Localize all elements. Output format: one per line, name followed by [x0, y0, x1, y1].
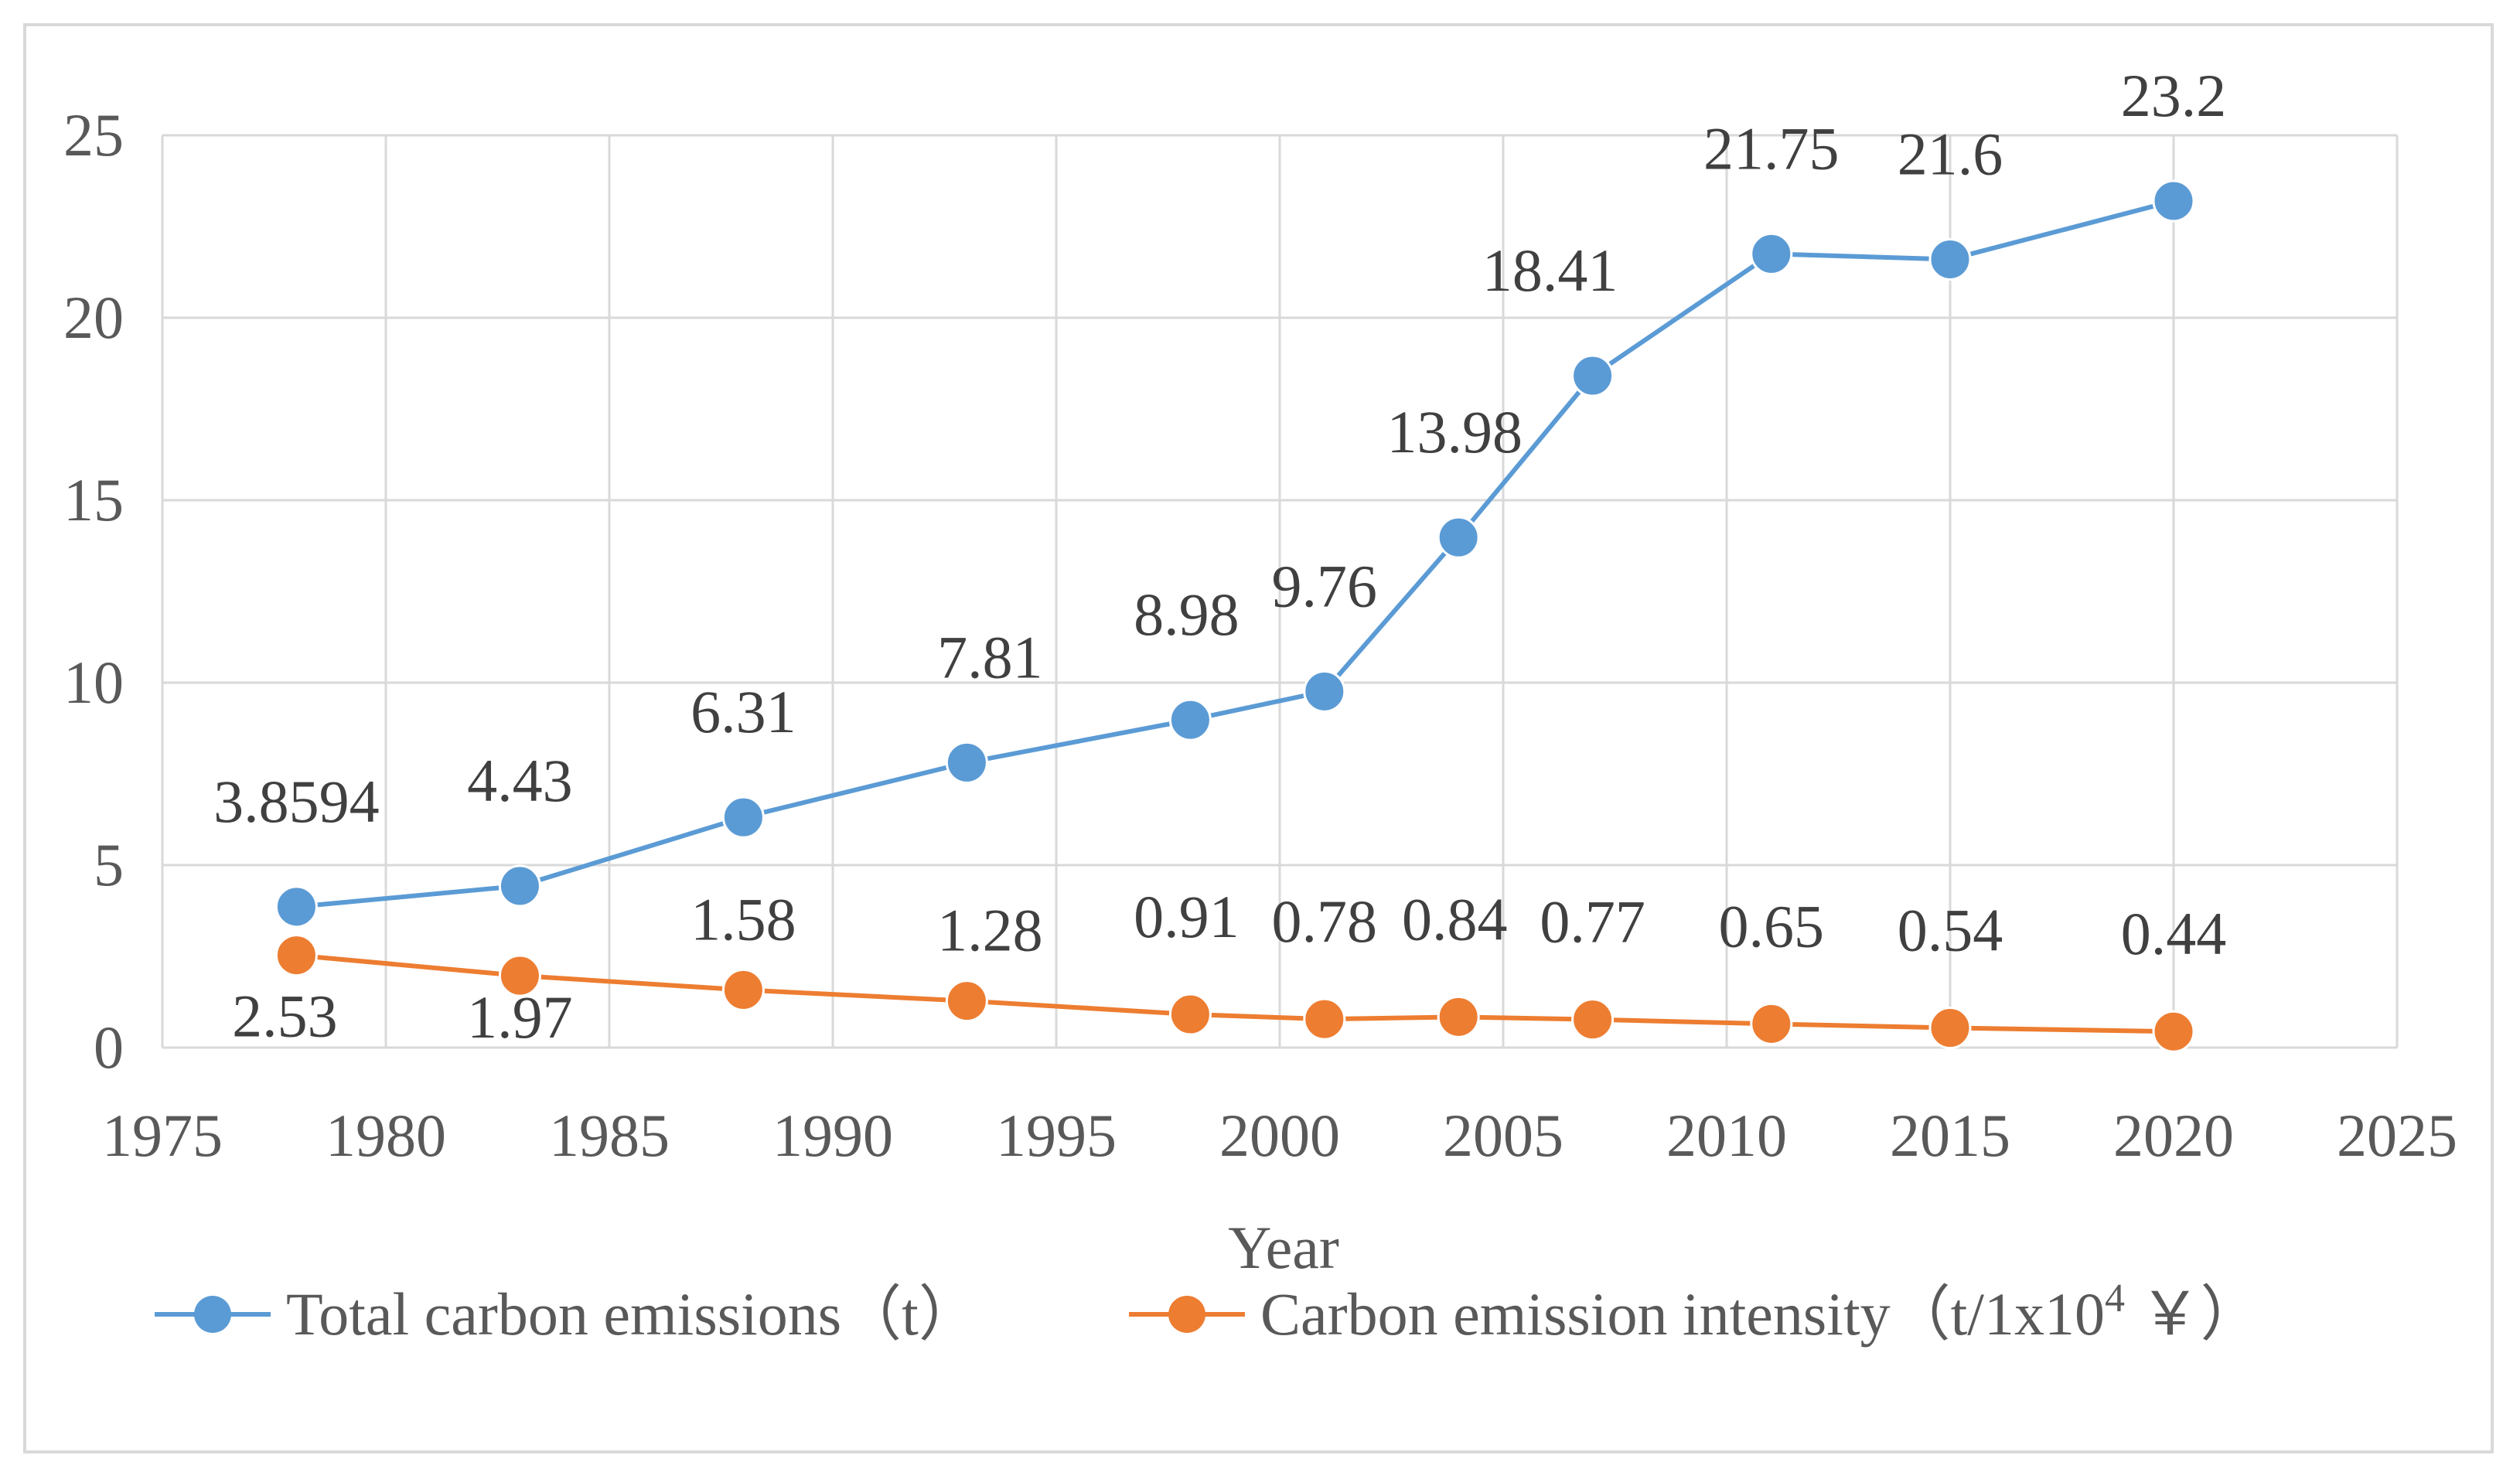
series-0-data-label: 21.6 [1898, 120, 2003, 187]
series-0-data-label: 4.43 [467, 747, 573, 814]
series-1-data-label: 0.78 [1272, 888, 1378, 955]
series-1-point [945, 980, 988, 1023]
y-tick-label: 0 [94, 1014, 124, 1081]
series-1-data-label: 0.84 [1402, 885, 1508, 952]
series-0-point [275, 885, 318, 929]
series-0-point [721, 796, 765, 839]
series-1-point [721, 968, 765, 1011]
y-tick-label: 20 [63, 284, 124, 351]
series-1-data-label: 0.44 [2121, 900, 2227, 967]
x-tick-label: 2015 [1890, 1102, 2010, 1169]
series-0-data-label: 8.98 [1134, 581, 1240, 648]
x-tick-label: 2010 [1666, 1102, 1787, 1169]
x-axis-title: Year [1228, 1214, 1339, 1281]
series-0-point [1750, 232, 1793, 275]
series-0-data-label: 18.41 [1482, 237, 1618, 304]
y-axis-tick-labels: 0 5 10 15 20 25 [63, 101, 124, 1081]
x-tick-label: 2000 [1219, 1102, 1340, 1169]
series-0-data-label: 9.76 [1272, 552, 1378, 619]
series-0-point [1168, 698, 1212, 741]
y-tick-label: 25 [63, 101, 124, 169]
y-tick-label: 10 [63, 649, 124, 716]
series-1-point [1437, 995, 1480, 1038]
legend-label-total: Total carbon emissions（t） [286, 1280, 979, 1348]
data-labels: 3.8594 4.43 6.31 7.81 8.98 9.76 13.98 18.41 21.7… [213, 62, 2226, 1051]
series-0-point [1437, 516, 1480, 559]
x-tick-label: 1985 [549, 1102, 670, 1169]
legend-swatch-marker [194, 1296, 231, 1333]
series-1-point [1168, 993, 1212, 1036]
series-0-point [1303, 670, 1346, 713]
x-tick-label: 2025 [2337, 1102, 2457, 1169]
x-tick-label: 1990 [772, 1102, 893, 1169]
series-1-point [1303, 997, 1346, 1041]
series-0-point [498, 864, 541, 908]
series-0-data-label: 6.31 [691, 678, 796, 745]
x-tick-label: 1975 [102, 1102, 223, 1169]
x-tick-label: 2020 [2113, 1102, 2234, 1169]
y-tick-label: 5 [94, 831, 124, 898]
y-tick-label: 15 [63, 466, 124, 533]
series-1-point [1571, 998, 1615, 1041]
series-0-point [1928, 237, 1972, 281]
series-0-point [2152, 179, 2195, 223]
series-1-data-label: 1.28 [937, 897, 1043, 964]
legend-swatch-marker [1168, 1296, 1205, 1333]
series-1-point [498, 954, 541, 997]
x-tick-label: 1995 [996, 1102, 1117, 1169]
series-0-point [1571, 354, 1615, 397]
series-1-data-label: 0.54 [1898, 897, 2003, 964]
series-1-data-label: 0.91 [1134, 883, 1240, 950]
series-1-data-label: 0.65 [1719, 892, 1825, 959]
series-0-point [945, 741, 988, 784]
series-1-data-label: 1.97 [467, 983, 573, 1051]
series-group [275, 179, 2195, 1053]
legend: Total carbon emissions（t） Carbon emission… [155, 1276, 2260, 1348]
x-axis-tick-labels: 1975 1980 1985 1990 1995 2000 2005 2010 2015 2020… [102, 1102, 2457, 1169]
series-0-data-label: 3.8594 [213, 768, 380, 835]
series-1-data-label: 1.58 [691, 885, 796, 952]
series-1-data-label: 0.77 [1540, 888, 1645, 956]
series-1-point [2152, 1010, 2195, 1053]
series-line-1 [296, 952, 2174, 1034]
gridlines [161, 134, 2399, 1049]
series-0-data-label: 21.75 [1703, 114, 1840, 182]
series-0-data-label: 23.2 [2121, 62, 2227, 129]
series-0-data-label: 13.98 [1386, 398, 1523, 465]
series-1-data-label: 2.53 [232, 983, 338, 1050]
chart-frame [23, 23, 2494, 1453]
series-line-0 [296, 199, 2174, 909]
series-1-point [1750, 1002, 1793, 1045]
legend-label-intensity: Carbon emission intensity（t/1x104 ￥） [1260, 1276, 2260, 1348]
x-tick-label: 1980 [326, 1102, 446, 1169]
series-1-point [1928, 1007, 1972, 1050]
series-0-data-label: 7.81 [937, 623, 1043, 690]
x-tick-label: 2005 [1443, 1102, 1563, 1169]
series-1-point [275, 934, 318, 977]
